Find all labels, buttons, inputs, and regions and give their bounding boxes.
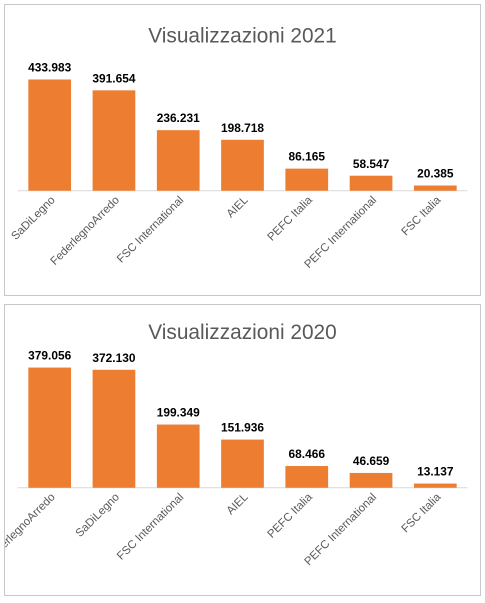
data-label: 46.659 bbox=[353, 454, 390, 468]
category-label: FSC International bbox=[115, 491, 186, 562]
category-label: SaDiLegno bbox=[9, 194, 57, 242]
bar bbox=[413, 185, 457, 191]
category-label: FederlegnoArredo bbox=[5, 491, 58, 565]
data-label: 68.466 bbox=[289, 447, 326, 461]
category-label: FSC International bbox=[115, 194, 186, 265]
chart-title: Visualizzazioni 2020 bbox=[148, 321, 337, 344]
chart-2020: Visualizzazioni 2020 379.056 FederlegnoAr… bbox=[5, 321, 468, 568]
category-label: PEFC Italia bbox=[266, 194, 316, 244]
category-label: AIEL bbox=[225, 194, 251, 220]
data-label: 433.983 bbox=[28, 61, 71, 75]
bar bbox=[349, 175, 393, 191]
data-label: 391.654 bbox=[92, 71, 135, 85]
category-label: FederlegnoArredo bbox=[49, 194, 123, 268]
category-label: PEFC International bbox=[302, 194, 379, 271]
bar bbox=[156, 424, 200, 488]
data-label: 379.056 bbox=[28, 349, 71, 363]
bar bbox=[285, 466, 329, 488]
bar bbox=[413, 483, 457, 488]
bar bbox=[28, 367, 72, 488]
bar bbox=[92, 369, 136, 488]
category-label: PEFC International bbox=[302, 491, 379, 568]
chart-panel-2021: Visualizzazioni 2021 433.983 SaDiLegno 391… bbox=[4, 4, 481, 296]
category-label: FSC Italia bbox=[399, 194, 443, 238]
category-label: AIEL bbox=[225, 491, 251, 517]
bar bbox=[221, 439, 264, 488]
data-label: 13.137 bbox=[417, 465, 454, 479]
data-label: 20.385 bbox=[417, 167, 454, 181]
data-label: 151.936 bbox=[221, 421, 264, 435]
bar bbox=[285, 168, 329, 191]
category-label: SaDiLegno bbox=[74, 491, 122, 539]
data-label: 198.718 bbox=[221, 121, 264, 135]
data-label: 199.349 bbox=[157, 406, 200, 420]
data-label: 372.130 bbox=[92, 351, 135, 365]
bar bbox=[156, 130, 200, 191]
chart-2021: Visualizzazioni 2021 433.983 SaDiLegno 391… bbox=[9, 25, 468, 271]
chart-panel-2020: Visualizzazioni 2020 379.056 FederlegnoAr… bbox=[4, 304, 481, 596]
category-label: FSC Italia bbox=[399, 491, 443, 535]
category-label: PEFC Italia bbox=[266, 491, 316, 541]
chart-title: Visualizzazioni 2021 bbox=[148, 25, 337, 48]
bar bbox=[28, 79, 72, 191]
data-label: 86.165 bbox=[289, 150, 326, 164]
data-label: 58.547 bbox=[353, 157, 390, 171]
bar bbox=[349, 472, 393, 488]
data-label: 236.231 bbox=[157, 111, 200, 125]
bar bbox=[221, 139, 264, 191]
bar bbox=[92, 90, 136, 191]
